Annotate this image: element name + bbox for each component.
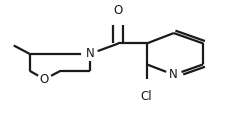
Text: N: N: [169, 68, 178, 81]
Text: O: O: [114, 4, 123, 17]
Text: Cl: Cl: [141, 90, 152, 103]
Text: N: N: [86, 47, 94, 60]
Text: O: O: [40, 73, 49, 86]
